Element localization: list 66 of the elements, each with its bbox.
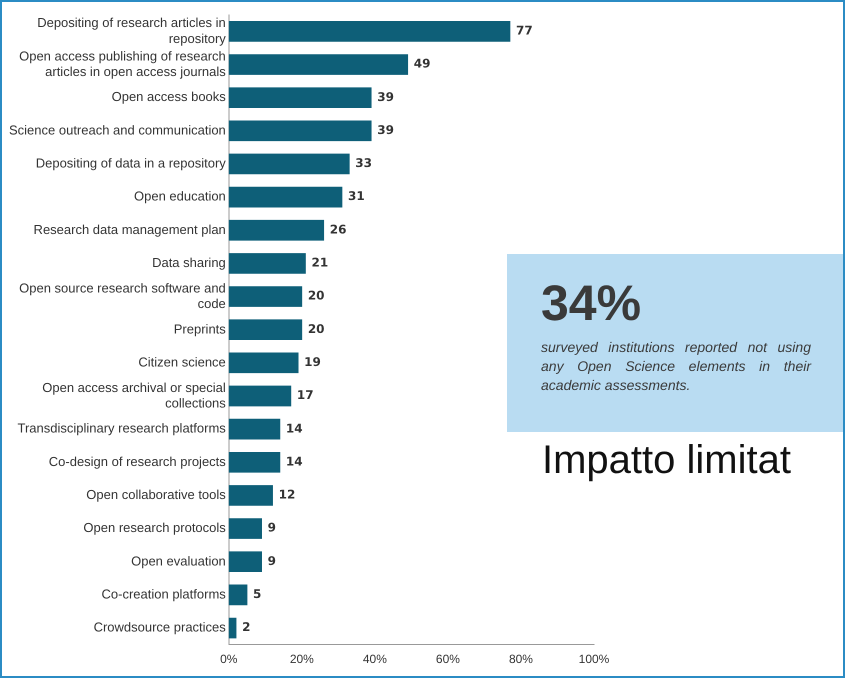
x-tick-label: 0% <box>220 652 238 666</box>
x-tick-label: 40% <box>362 652 388 666</box>
data-label: 14 <box>286 454 303 468</box>
x-tick-label: 80% <box>508 652 534 666</box>
bar <box>228 452 280 473</box>
x-tick-label: 60% <box>436 652 460 666</box>
data-label: 20 <box>308 322 325 336</box>
annotation: surveyed institutions reported not using any Open Science elements in their academic assessments. <box>541 338 811 395</box>
bar <box>228 186 342 208</box>
bar <box>228 352 299 374</box>
data-label: 17 <box>296 388 314 402</box>
y-tick-label: Open source research software and code <box>19 280 226 311</box>
y-tick-label: Open access publishing of research articles in open access journals <box>19 48 226 79</box>
data-label: 77 <box>516 24 533 38</box>
bar <box>228 319 302 340</box>
bar <box>228 87 372 108</box>
bar <box>228 154 350 174</box>
bar <box>228 418 280 440</box>
bar <box>228 21 510 42</box>
y-tick-label: Open access books <box>112 89 226 104</box>
y-tick-label: Open education <box>134 188 226 204</box>
y-tick-label: Open research protocols <box>83 520 226 536</box>
annotation: Impatto limitat <box>542 438 791 483</box>
data-label: 12 <box>278 488 296 502</box>
data-label: 39 <box>377 90 394 104</box>
y-tick-label: Open evaluation <box>131 553 226 568</box>
data-label: 2 <box>242 620 250 634</box>
bar <box>228 618 236 638</box>
data-label: 19 <box>304 354 321 369</box>
bar <box>228 386 292 406</box>
y-tick-label: Depositing of data in a repository <box>36 156 226 171</box>
y-tick-label: Citizen science <box>138 354 226 370</box>
data-label: 49 <box>414 56 430 71</box>
bar <box>228 485 273 506</box>
x-tick-label: 20% <box>290 652 314 666</box>
data-label: 31 <box>348 189 365 204</box>
y-tick-label: Co-design of research projects <box>48 454 226 469</box>
annotation: 34% <box>541 275 642 331</box>
bar <box>228 584 248 606</box>
bar <box>228 253 306 274</box>
y-tick-label: Open collaborative tools <box>86 487 226 502</box>
data-label: 14 <box>286 421 303 436</box>
bar <box>228 54 408 75</box>
y-tick-label: Depositing of research articles in repository <box>37 15 226 46</box>
data-label: 20 <box>308 288 325 303</box>
data-label: 26 <box>330 222 346 236</box>
bar <box>228 551 262 572</box>
y-tick-label: Preprints <box>174 321 226 336</box>
bar <box>228 286 302 307</box>
y-tick-label: Co-creation platforms <box>102 586 226 602</box>
y-tick-label: Science outreach and communication <box>8 122 226 138</box>
y-tick-label: Transdisciplinary research platforms <box>17 420 226 436</box>
data-label: 9 <box>268 554 276 568</box>
y-tick-label: Crowdsource practices <box>94 620 226 635</box>
y-tick-label: Open access archival or special collections <box>42 380 226 410</box>
x-tick-label: 100% <box>578 652 610 666</box>
bar <box>228 220 324 241</box>
data-label: 39 <box>377 122 394 137</box>
data-label: 9 <box>268 520 276 535</box>
bar <box>228 518 262 539</box>
data-label: 33 <box>355 156 372 170</box>
bar <box>228 120 372 142</box>
y-tick-label: Research data management plan <box>34 222 226 237</box>
data-label: 21 <box>311 256 328 270</box>
y-tick-label: Data sharing <box>152 254 226 270</box>
data-label: 5 <box>253 587 262 602</box>
